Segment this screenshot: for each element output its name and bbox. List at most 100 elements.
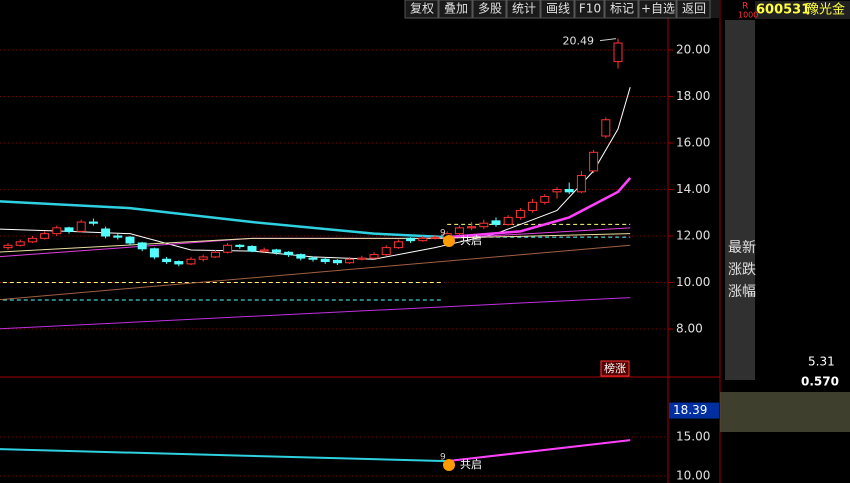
candle-body	[40, 233, 50, 239]
ma-line	[447, 177, 632, 239]
candle-body	[247, 245, 257, 252]
quote-row: 涨跌	[728, 262, 756, 278]
candle-body	[491, 220, 501, 225]
candle-body	[308, 257, 318, 260]
ma-line	[0, 297, 631, 330]
y-tick-label: 16.00	[676, 136, 710, 150]
high-label: 20.49	[563, 35, 595, 48]
toolbar-button-bg[interactable]	[638, 0, 677, 19]
candle-body	[576, 175, 586, 193]
candle-body	[601, 119, 611, 137]
candle-body	[589, 151, 599, 172]
toolbar-button-bg[interactable]	[438, 0, 473, 19]
toolbar-button[interactable]: +自选	[641, 2, 675, 16]
candle-body	[479, 222, 489, 228]
candle-body	[88, 221, 98, 224]
candle-body	[381, 247, 391, 256]
badge: R	[742, 2, 748, 12]
candle-body	[210, 251, 220, 258]
quote-row: 涨幅	[728, 284, 756, 300]
y-tick-label: 8.00	[676, 322, 703, 336]
candle-body	[52, 227, 62, 235]
candle-body	[540, 195, 550, 203]
tag-box	[600, 360, 630, 377]
toolbar-button[interactable]: 返回	[682, 2, 706, 16]
candle-body	[369, 254, 379, 259]
y-tick-label: 10.00	[676, 275, 710, 289]
y-tick-label: 20.00	[676, 43, 710, 57]
toolbar-button[interactable]: F10	[579, 2, 601, 16]
signal-num: 9	[440, 229, 446, 239]
candle-body	[186, 258, 196, 265]
quote-value: 0.570	[801, 375, 839, 389]
high-pointer	[599, 38, 617, 42]
quote-bar	[755, 1, 850, 19]
candle-body	[454, 227, 464, 235]
toolbar-button-bg[interactable]	[404, 0, 439, 19]
ma-line	[0, 233, 631, 253]
ma-line	[0, 244, 631, 301]
candle-body	[162, 258, 172, 263]
candle-body	[15, 241, 25, 246]
y-tick-label: 10.00	[676, 469, 710, 483]
candle-body	[223, 244, 233, 253]
blur	[720, 392, 850, 432]
candle-body	[332, 259, 342, 264]
candle-body	[528, 201, 538, 211]
candle-body	[259, 249, 269, 252]
candle-body	[174, 261, 184, 265]
quote-row: 最新	[728, 240, 756, 256]
candle-body	[503, 216, 513, 225]
candle-body	[101, 228, 111, 237]
candle-body	[64, 227, 74, 232]
toolbar-button-bg[interactable]	[506, 0, 541, 19]
toolbar-button[interactable]: 统计	[512, 2, 536, 16]
candle-body	[296, 254, 306, 259]
y-tick-label: 18.00	[676, 89, 710, 103]
candle-body	[467, 226, 477, 229]
toolbar-button[interactable]: 叠加	[444, 2, 468, 16]
candle-body	[3, 244, 13, 249]
ma-line	[0, 200, 448, 239]
candle-body	[552, 189, 562, 193]
signal-icon	[443, 235, 455, 247]
toolbar-button[interactable]: 多股	[478, 2, 502, 16]
quote-value: 5.31	[808, 355, 835, 369]
candle-body	[235, 244, 245, 247]
candle-body	[271, 249, 281, 253]
toolbar-button[interactable]: 标记	[610, 2, 634, 16]
badge-sub: 1000	[738, 11, 758, 20]
candle-body	[198, 256, 208, 260]
signal-label: 共启	[460, 234, 482, 247]
toolbar-button-bg[interactable]	[604, 0, 639, 19]
candle-body	[393, 241, 403, 249]
toolbar-button-bg[interactable]	[540, 0, 575, 19]
candle-body	[357, 257, 367, 260]
candle-body	[320, 258, 330, 263]
y-tick-label: 14.00	[676, 182, 710, 196]
candle-body	[27, 237, 37, 243]
candle-body	[430, 236, 440, 239]
current-label: 18.39	[673, 403, 707, 417]
stock-name: 豫光金	[806, 2, 845, 18]
candle-body	[149, 248, 159, 258]
toolbar-button[interactable]: 复权	[410, 2, 434, 16]
blur	[725, 20, 755, 380]
toolbar-button-bg[interactable]	[676, 0, 711, 19]
toolbar-button[interactable]: 画线	[546, 2, 570, 16]
y-tick-label: 15.00	[676, 430, 710, 444]
candle-body	[406, 237, 416, 242]
signal-icon	[443, 459, 455, 471]
candle-body	[76, 221, 86, 232]
signal-label: 共启	[460, 458, 482, 471]
candle-body	[125, 236, 135, 244]
candle-body	[137, 242, 147, 250]
signal-num: 9	[440, 453, 446, 463]
tag: 榜涨	[604, 361, 626, 375]
candle-body	[345, 258, 355, 264]
toolbar-button-bg[interactable]	[574, 0, 605, 19]
current-box	[669, 402, 719, 419]
toolbar-button-bg[interactable]	[472, 0, 507, 19]
